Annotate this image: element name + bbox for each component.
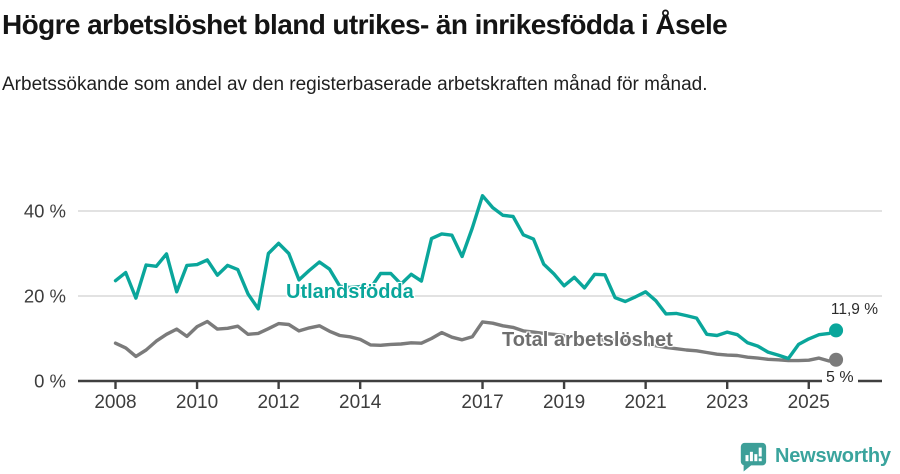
y-axis-tick-label: 20 % — [24, 286, 66, 307]
x-axis-tick-label: 2023 — [706, 392, 748, 413]
x-axis-tick-label: 2021 — [624, 392, 666, 413]
x-axis-tick-label: 2017 — [461, 392, 503, 413]
x-axis-tick-label: 2014 — [339, 392, 382, 413]
x-axis-tick-label: 2012 — [257, 392, 299, 413]
page-title: Högre arbetslöshet bland utrikes- än inr… — [2, 9, 728, 40]
series-end-dot — [829, 352, 844, 367]
series-end-dot — [829, 323, 844, 338]
series-label-total-arbetsloshet: Total arbetslöshet — [502, 329, 673, 351]
y-axis-tick-label: 0 % — [34, 371, 66, 392]
series-line-total-arbetsl-shet — [113, 319, 838, 363]
x-axis-tick-label: 2025 — [788, 392, 830, 413]
x-axis-tick-label: 2008 — [94, 392, 136, 413]
series-label-utlandsfodda: Utlandsfödda — [286, 281, 414, 303]
y-axis-tick-label: 40 % — [24, 201, 66, 222]
series-line-utlandsf-dda — [113, 193, 838, 361]
newsworthy-logo[interactable]: Newsworthy — [738, 440, 891, 472]
x-axis-tick-label: 2010 — [176, 392, 218, 413]
chart-subtitle: Arbetssökande som andel av den registerb… — [2, 74, 708, 95]
brand-name: Newsworthy — [775, 444, 891, 467]
end-value-label-total: 5 % — [822, 369, 858, 387]
end-value-label-utlandsfodda: 11,9 % — [830, 301, 878, 318]
x-axis-tick-label: 2019 — [543, 392, 585, 413]
bar-chart-speech-bubble-icon — [738, 441, 768, 472]
